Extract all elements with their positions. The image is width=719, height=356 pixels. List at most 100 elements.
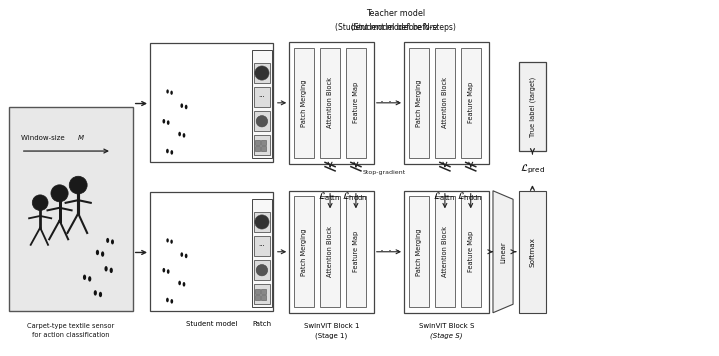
Text: Student model: Student model	[186, 321, 237, 327]
Bar	[320, 197, 340, 307]
Ellipse shape	[83, 274, 86, 280]
Bar	[252, 199, 272, 307]
Bar	[346, 197, 366, 307]
Bar	[254, 135, 270, 155]
Text: Patch: Patch	[252, 321, 272, 327]
Text: Attention Block: Attention Block	[442, 226, 448, 277]
Text: SwinViT Block 1: SwinViT Block 1	[303, 323, 360, 329]
Text: ···: ···	[259, 243, 265, 249]
Ellipse shape	[93, 290, 97, 295]
Text: $\mathcal{L}_{\mathrm{pred}}$: $\mathcal{L}_{\mathrm{pred}}$	[520, 163, 545, 176]
Bar	[255, 146, 260, 151]
Circle shape	[256, 116, 267, 127]
Bar	[461, 47, 481, 158]
Bar	[261, 140, 266, 145]
Polygon shape	[493, 191, 513, 313]
Text: Patch Merging: Patch Merging	[301, 228, 307, 276]
Ellipse shape	[166, 298, 169, 302]
Text: $\mathcal{L}_{\mathrm{attn}}$: $\mathcal{L}_{\mathrm{attn}}$	[433, 190, 455, 203]
Text: Patch Merging: Patch Merging	[301, 79, 307, 127]
Ellipse shape	[109, 268, 113, 273]
Ellipse shape	[167, 269, 170, 274]
Text: Softmax: Softmax	[529, 237, 536, 267]
Bar	[409, 47, 429, 158]
Ellipse shape	[88, 276, 91, 282]
Circle shape	[256, 265, 267, 276]
Ellipse shape	[185, 254, 188, 258]
Bar	[150, 192, 273, 312]
Bar	[254, 236, 270, 256]
Text: Feature Map: Feature Map	[468, 231, 474, 272]
Bar	[254, 111, 270, 131]
Bar	[255, 289, 260, 294]
Bar	[435, 197, 455, 307]
Text: · · ·: · · ·	[380, 245, 400, 258]
Text: (Student model before: (Student model before	[351, 23, 440, 32]
Text: Feature Map: Feature Map	[468, 82, 474, 124]
Text: (Stage S): (Stage S)	[430, 332, 462, 339]
Bar	[261, 295, 266, 300]
Text: Attention Block: Attention Block	[327, 226, 333, 277]
Ellipse shape	[170, 299, 173, 304]
Ellipse shape	[166, 89, 169, 94]
Text: · · ·: · · ·	[380, 96, 400, 109]
Text: M: M	[78, 135, 83, 141]
Bar	[461, 197, 481, 307]
Text: $\mathcal{L}_{\mathrm{hddn}}$: $\mathcal{L}_{\mathrm{hddn}}$	[342, 190, 368, 203]
Text: for action classification: for action classification	[32, 333, 110, 339]
Text: Carpet-type textile sensor: Carpet-type textile sensor	[27, 323, 114, 329]
Bar	[9, 107, 133, 312]
Circle shape	[32, 195, 48, 210]
Bar	[404, 191, 489, 313]
Bar	[254, 87, 270, 107]
Ellipse shape	[170, 150, 173, 155]
Bar	[150, 43, 273, 162]
Bar	[254, 63, 270, 83]
Ellipse shape	[170, 240, 173, 244]
Ellipse shape	[111, 239, 114, 245]
Text: Patch Merging: Patch Merging	[416, 79, 422, 127]
Text: SwinViT Block S: SwinViT Block S	[418, 323, 474, 329]
Ellipse shape	[99, 292, 102, 297]
Bar	[294, 197, 314, 307]
Ellipse shape	[180, 252, 183, 257]
Ellipse shape	[183, 282, 186, 287]
Text: Linear: Linear	[500, 241, 506, 263]
Bar	[252, 50, 272, 158]
Circle shape	[69, 176, 87, 194]
Bar	[261, 146, 266, 151]
Text: Stop-gradient: Stop-gradient	[363, 170, 406, 175]
Ellipse shape	[101, 251, 104, 257]
Bar	[255, 140, 260, 145]
Ellipse shape	[162, 119, 165, 124]
Bar	[435, 47, 455, 158]
Bar	[254, 260, 270, 280]
Bar	[409, 197, 429, 307]
Bar	[255, 295, 260, 300]
Bar	[346, 47, 366, 158]
Text: Feature Map: Feature Map	[353, 82, 359, 124]
Bar	[289, 42, 374, 164]
Ellipse shape	[96, 250, 99, 255]
Ellipse shape	[178, 132, 181, 136]
Text: Patch Merging: Patch Merging	[416, 228, 422, 276]
Text: $\mathcal{L}_{\mathrm{hddn}}$: $\mathcal{L}_{\mathrm{hddn}}$	[457, 190, 483, 203]
Ellipse shape	[183, 133, 186, 138]
Text: (Student model before N-steps): (Student model before N-steps)	[335, 23, 456, 32]
Ellipse shape	[106, 238, 109, 243]
Bar	[254, 212, 270, 232]
Ellipse shape	[185, 105, 188, 109]
Text: Attention Block: Attention Block	[327, 77, 333, 128]
Text: Attention Block: Attention Block	[442, 77, 448, 128]
Ellipse shape	[104, 266, 108, 272]
Bar	[294, 47, 314, 158]
Bar	[261, 289, 266, 294]
Text: $\mathcal{L}_{\mathrm{attn}}$: $\mathcal{L}_{\mathrm{attn}}$	[319, 190, 340, 203]
Ellipse shape	[178, 281, 181, 285]
Bar	[519, 191, 546, 313]
Bar	[254, 284, 270, 304]
Text: Feature Map: Feature Map	[353, 231, 359, 272]
Ellipse shape	[180, 103, 183, 108]
Text: ···: ···	[259, 94, 265, 100]
Ellipse shape	[166, 149, 169, 153]
